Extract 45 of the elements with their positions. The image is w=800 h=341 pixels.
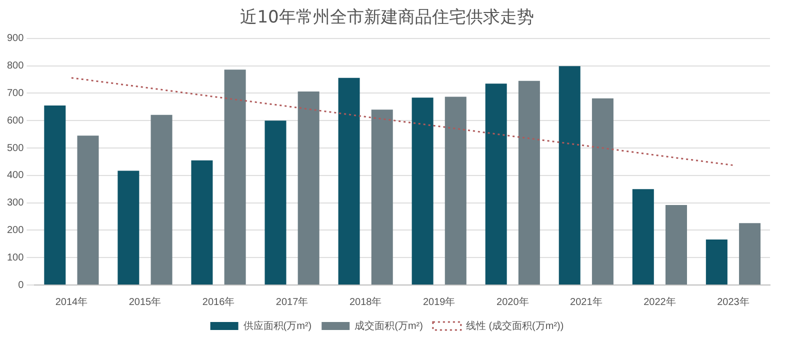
y-tick-label: 800	[6, 60, 24, 72]
bar	[485, 84, 507, 284]
line-series	[70, 77, 734, 166]
x-tick-label: 2014年	[55, 296, 88, 308]
bar	[371, 110, 393, 284]
bar	[632, 189, 654, 284]
x-tick-label: 2020年	[496, 296, 529, 308]
y-tick-label: 700	[6, 88, 24, 99]
y-tick-label: 100	[6, 252, 24, 264]
y-tick-label: 900	[6, 33, 24, 44]
bar	[298, 92, 320, 284]
x-tick-label: 2017年	[276, 296, 308, 308]
y-tick-label: 400	[6, 170, 24, 182]
bar	[150, 114, 172, 284]
y-tick-label: 300	[6, 198, 24, 209]
bar	[665, 204, 687, 284]
x-tick-label: 2018年	[349, 296, 382, 308]
legend-label: 供应面积(万m²)	[243, 320, 312, 332]
y-tick-label: 0	[18, 280, 24, 291]
x-tick-label: 2023年	[717, 296, 750, 308]
y-tick-label: 500	[6, 142, 24, 154]
x-tick-label: 2021年	[570, 296, 602, 308]
bar	[412, 98, 434, 284]
bar	[224, 70, 246, 284]
bar	[706, 240, 728, 284]
bar	[44, 106, 66, 284]
x-tick-label: 2019年	[422, 296, 456, 308]
bar	[118, 170, 140, 284]
x-tick-label: 2016年	[202, 296, 235, 308]
bar	[191, 160, 213, 284]
bar	[264, 120, 286, 284]
bar	[592, 98, 614, 284]
bar	[77, 136, 99, 284]
x-tick-label: 2022年	[644, 296, 676, 308]
legend-label: 线性 (成交面积(万m²))	[466, 320, 564, 332]
y-tick-label: 600	[6, 115, 24, 126]
legend-label: 成交面积(万m²)	[354, 320, 423, 332]
bar	[518, 80, 540, 284]
chart-title: 近10年常州全市新建商品住宅供求走势	[240, 8, 534, 28]
bar	[444, 96, 466, 284]
bar	[558, 66, 580, 284]
bar	[739, 223, 761, 284]
x-tick-label: 2015年	[128, 296, 162, 308]
bar	[338, 78, 360, 284]
y-tick-label: 200	[6, 224, 24, 236]
